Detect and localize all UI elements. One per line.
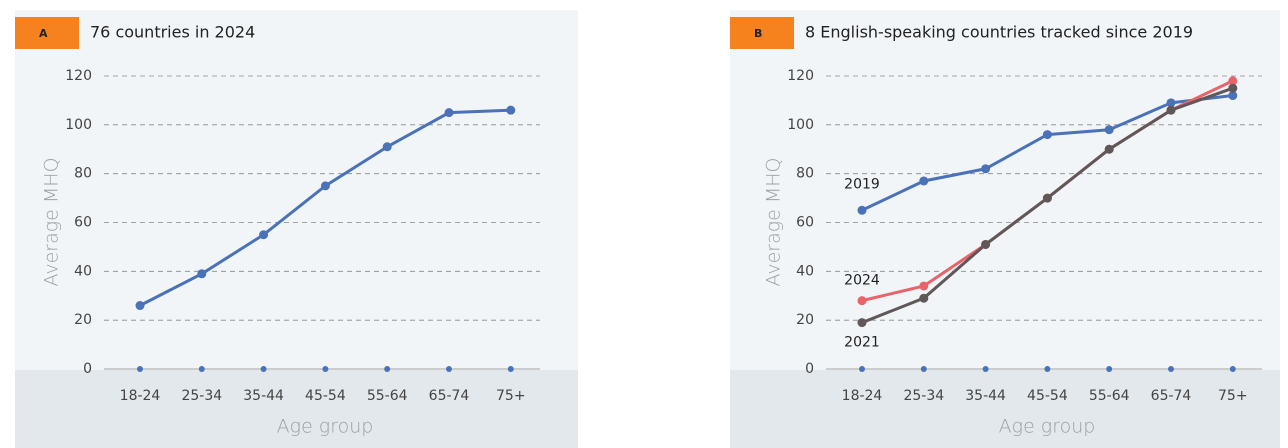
x-tick-label: 25-34 — [181, 388, 222, 404]
data-point — [197, 269, 207, 279]
x-tick-dot — [384, 366, 391, 372]
x-tick-label: 55-64 — [1089, 388, 1130, 404]
data-point — [919, 281, 929, 291]
y-tick-label: 0 — [83, 361, 92, 377]
x-tick-label: 45-54 — [305, 388, 346, 404]
y-axis-title: Average MHQ — [41, 157, 63, 286]
y-tick-label: 20 — [74, 312, 92, 328]
x-tick-label: 35-44 — [243, 388, 284, 404]
x-tick-label: 45-54 — [1027, 388, 1068, 404]
data-point — [857, 296, 867, 306]
x-axis-title: Age group — [277, 416, 374, 438]
data-point — [1166, 105, 1176, 115]
series-label: 2021 — [844, 335, 880, 351]
x-tick-dot — [1168, 366, 1174, 372]
x-tick-label: 75+ — [496, 388, 526, 404]
data-point — [1104, 125, 1114, 135]
y-tick-label: 60 — [74, 215, 92, 231]
chart-panel: B 8 English-speaking countries tracked si… — [730, 10, 1280, 448]
x-tick-dot — [1106, 366, 1113, 372]
x-axis-title: Age group — [999, 416, 1096, 438]
panel-label-box — [730, 17, 794, 49]
x-tick-dot — [198, 366, 205, 372]
x-tick-dot — [1229, 366, 1236, 372]
x-tick-label: 75+ — [1218, 388, 1248, 404]
data-point — [1042, 193, 1052, 203]
y-tick-label: 40 — [74, 263, 92, 279]
data-point — [1228, 76, 1238, 86]
data-point — [444, 108, 454, 118]
y-tick-label: 60 — [796, 215, 814, 231]
data-point — [1166, 98, 1176, 108]
chart-title: 76 countries in 2024 — [90, 23, 255, 42]
panel-background — [730, 10, 1280, 370]
data-point — [1228, 91, 1238, 101]
x-tick-dot — [260, 366, 267, 372]
x-tick-label: 25-34 — [903, 388, 944, 404]
x-tick-dot — [137, 366, 143, 372]
panel-label: A — [39, 27, 48, 40]
x-tick-dot — [507, 366, 514, 372]
panel-label: B — [754, 27, 762, 40]
x-tick-label: 65-74 — [429, 388, 470, 404]
chart-panel: A 76 countries in 2024 0 20 40 60 80 100 120 Aver… — [15, 10, 578, 448]
x-tick-dot — [1044, 366, 1051, 372]
series-label: 2024 — [844, 273, 880, 289]
y-tick-label: 120 — [65, 68, 92, 84]
y-tick-label: 80 — [74, 166, 92, 182]
x-tick-dot — [859, 366, 865, 372]
x-tick-label: 65-74 — [1151, 388, 1192, 404]
x-tick-label: 18-24 — [120, 388, 161, 404]
x-tick-dot — [322, 366, 329, 372]
y-tick-label: 120 — [787, 68, 814, 84]
data-point — [857, 205, 867, 215]
x-tick-dot — [446, 366, 452, 372]
data-point — [320, 181, 330, 191]
data-point — [919, 176, 929, 186]
y-tick-label: 80 — [796, 166, 814, 182]
data-point — [1104, 144, 1114, 154]
axis-strip — [730, 370, 1280, 448]
data-point — [135, 301, 145, 311]
chart-title: 8 English-speaking countries tracked sin… — [805, 23, 1193, 42]
series-label: 2019 — [844, 176, 880, 192]
data-point — [382, 142, 392, 152]
y-tick-label: 20 — [796, 312, 814, 328]
y-tick-label: 100 — [787, 117, 814, 133]
x-tick-dot — [920, 366, 927, 372]
x-tick-label: 55-64 — [367, 388, 408, 404]
y-axis-title: Average MHQ — [763, 157, 785, 286]
y-tick-label: 40 — [796, 263, 814, 279]
panel-background — [15, 10, 578, 370]
x-tick-label: 18-24 — [842, 388, 883, 404]
y-tick-label: 0 — [805, 361, 814, 377]
data-point — [1228, 83, 1238, 93]
y-tick-label: 100 — [65, 117, 92, 133]
data-point — [506, 105, 516, 115]
data-point — [981, 239, 991, 249]
data-point — [1042, 130, 1052, 140]
data-point — [857, 318, 867, 328]
data-point — [981, 164, 991, 174]
axis-strip — [15, 370, 578, 448]
x-tick-dot — [982, 366, 989, 372]
data-point — [259, 230, 269, 240]
panel-label-box — [15, 17, 79, 49]
x-tick-label: 35-44 — [965, 388, 1006, 404]
data-point — [919, 293, 929, 303]
